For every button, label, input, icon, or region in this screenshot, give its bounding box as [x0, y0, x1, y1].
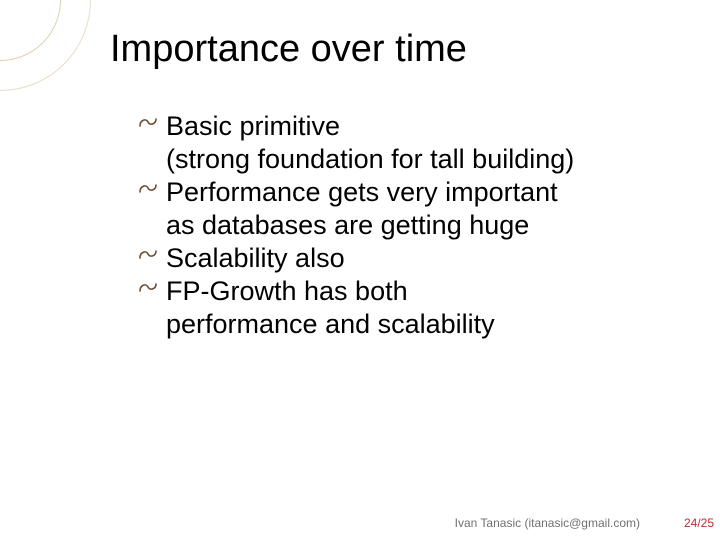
list-item: Performance gets very important	[138, 176, 660, 209]
footer-author: Ivan Tanasic (itanasic@gmail.com)	[455, 516, 640, 530]
bullet-text: Scalability also	[166, 243, 345, 273]
bullet-continuation: as databases are getting huge	[138, 209, 660, 242]
bullet-icon	[138, 279, 158, 301]
bullet-icon	[138, 180, 158, 202]
list-item: Scalability also	[138, 242, 660, 275]
decorative-ring-inner	[0, 0, 61, 61]
bullet-text: FP-Growth has both	[166, 276, 408, 306]
bullet-text: Performance gets very important	[166, 177, 558, 207]
slide-body: Basic primitive (strong foundation for t…	[138, 110, 660, 341]
decorative-ring-outer	[0, 0, 91, 91]
bullet-continuation: (strong foundation for tall building)	[138, 143, 660, 176]
list-item: FP-Growth has both	[138, 275, 660, 308]
bullet-continuation: performance and scalability	[138, 308, 660, 341]
slide: Importance over time Basic primitive (st…	[0, 0, 720, 540]
footer-page-number: 24/25	[684, 516, 714, 530]
bullet-icon	[138, 114, 158, 136]
slide-title: Importance over time	[110, 28, 467, 71]
bullet-text: Basic primitive	[166, 111, 340, 141]
bullet-icon	[138, 246, 158, 268]
list-item: Basic primitive	[138, 110, 660, 143]
